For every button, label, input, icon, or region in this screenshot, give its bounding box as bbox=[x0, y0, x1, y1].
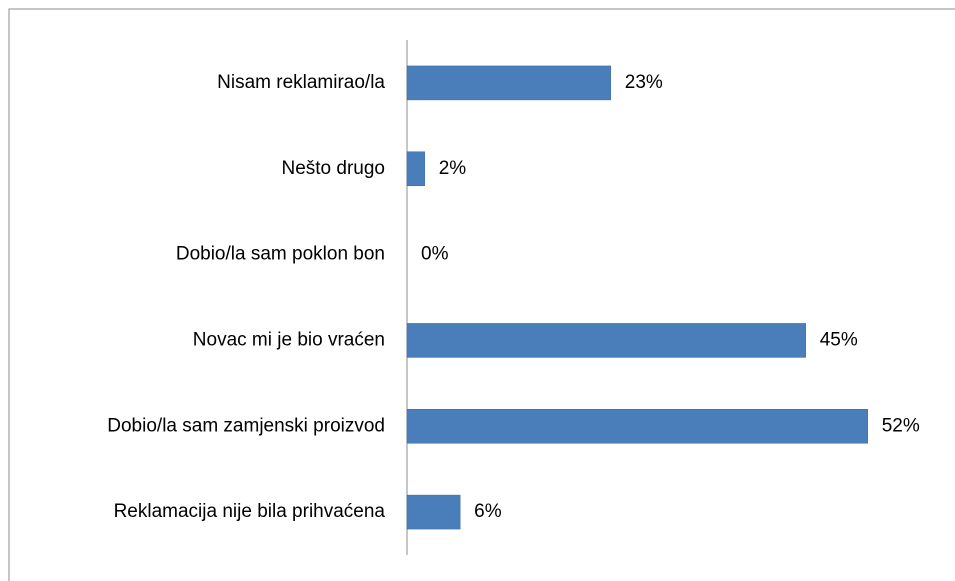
category-label: Dobio/la sam poklon bon bbox=[176, 244, 385, 265]
category-label: Dobio/la sam zamjenski proizvod bbox=[107, 415, 385, 436]
category-label: Novac mi je bio vraćen bbox=[193, 329, 385, 350]
bar bbox=[406, 494, 461, 530]
value-label: 45% bbox=[820, 329, 858, 350]
category-label: Nisam reklamirao/la bbox=[217, 72, 385, 93]
value-label: 6% bbox=[474, 501, 502, 522]
bar bbox=[406, 323, 806, 358]
category-label: Nešto drugo bbox=[281, 158, 385, 179]
category-label: Reklamacija nije bila prihvaćena bbox=[114, 501, 386, 522]
bar bbox=[406, 409, 868, 444]
value-label: 0% bbox=[421, 244, 449, 265]
value-label: 2% bbox=[439, 158, 467, 179]
value-label: 52% bbox=[882, 415, 920, 436]
chart-border bbox=[8, 8, 955, 581]
value-label: 23% bbox=[625, 72, 663, 93]
bar bbox=[406, 65, 612, 101]
bar bbox=[406, 151, 425, 186]
